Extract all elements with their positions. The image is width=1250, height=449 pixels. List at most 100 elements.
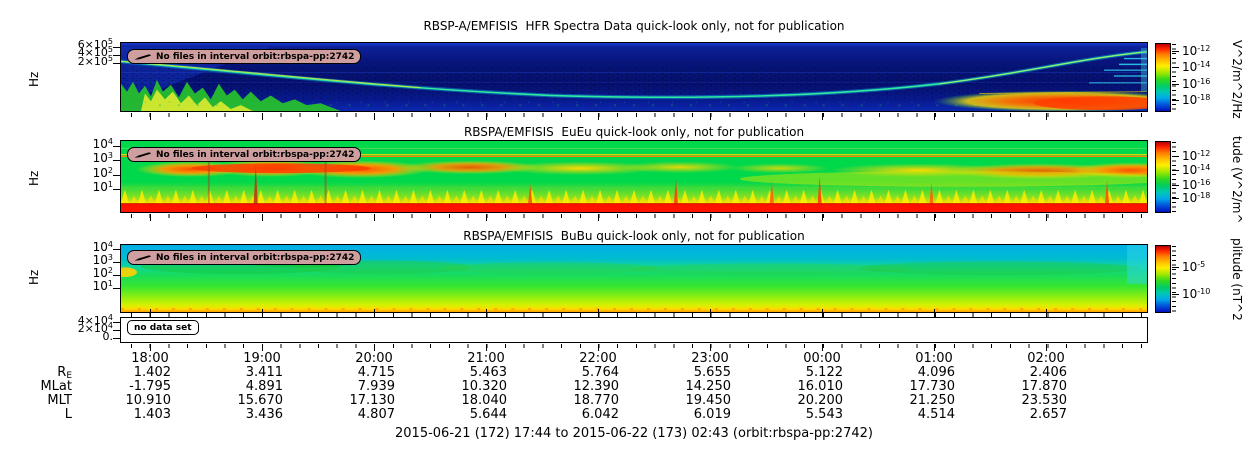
ytick-exp: 3 — [107, 253, 113, 262]
panel1-colorbar-tick: 10-12 — [1182, 44, 1210, 58]
time-tick-label: 00:00 — [803, 351, 841, 366]
pen-icon — [134, 53, 152, 60]
panel2-colorbar-tick-mark — [1172, 156, 1179, 157]
panel1-colorbar-tick-mark — [1172, 84, 1179, 85]
panel2-ytick-1e3: 103 — [34, 151, 113, 165]
panel1-colorbar-tick-mark — [1172, 51, 1179, 52]
panel3-colorbar — [1155, 245, 1171, 313]
cbtick-exp: -12 — [1197, 44, 1211, 53]
panel1-ytick-mark — [113, 55, 120, 56]
ephemeris-value: 5.655 — [693, 365, 731, 380]
time-tick-label: 22:00 — [579, 351, 617, 366]
ephemeris-value: 5.543 — [805, 407, 843, 422]
row-label-base: MLT — [47, 393, 72, 408]
panel2-ytick-mark — [113, 160, 120, 161]
panel2-x-ticks — [120, 214, 1148, 221]
time-tick-label: 02:00 — [1027, 351, 1065, 366]
ytick-base: 10 — [92, 151, 108, 165]
panel3-colorbar-tick: 10-5 — [1182, 260, 1205, 274]
panel1-colorbar-tick-mark — [1172, 100, 1179, 101]
ytick-exp: 1 — [107, 180, 113, 189]
ephemeris-value: 5.463 — [469, 365, 507, 380]
panel1-colorbar — [1155, 43, 1171, 112]
panel1-nofiles-badge-label: No files in interval orbit:rbspa-pp:2742 — [156, 51, 355, 62]
row-label-sub: E — [66, 371, 72, 381]
ephemeris-row-label-re: RE — [8, 365, 72, 381]
panel1-ytick-mark — [113, 63, 120, 64]
ephemeris-row-label-mlt: MLT — [8, 393, 72, 408]
ytick-base: 0. — [102, 330, 114, 343]
cbtick-base: 10 — [1182, 260, 1198, 274]
ephemeris-value: 10.320 — [461, 379, 508, 394]
panel1-colorbar-tick: 10-16 — [1182, 77, 1210, 91]
panel1-colorbar-tick: 10-18 — [1182, 93, 1210, 107]
time-range-caption: 2015-06-21 (172) 17:44 to 2015-06-22 (17… — [395, 426, 873, 441]
panel1-colorbar-unit: V^2/m^2/Hz — [1230, 40, 1244, 119]
ephemeris-row-label-l: L — [8, 407, 72, 422]
time-tick-label: 21:00 — [467, 351, 505, 366]
cbtick-base: 10 — [1182, 163, 1198, 177]
panel3-ytick-mark — [113, 249, 120, 250]
ephemeris-value: 17.870 — [1021, 379, 1068, 394]
panel1-x-ticks — [120, 113, 1148, 120]
panel4-no-data-badge: no data set — [127, 320, 199, 335]
panel4-empty-plot — [120, 317, 1148, 343]
ephemeris-value: 4.514 — [917, 407, 955, 422]
ytick-base: 4×10 — [77, 314, 108, 327]
ephemeris-value: 16.010 — [797, 379, 844, 394]
ephemeris-value: 19.450 — [685, 393, 732, 408]
panel2-colorbar-tick: 10-14 — [1182, 163, 1210, 177]
panel2-y-axis-label: Hz — [27, 170, 41, 186]
panel1-ytick-2e5: 2×105 — [34, 54, 113, 68]
row-label-base: L — [64, 407, 72, 422]
ytick-base: 10 — [92, 253, 108, 267]
ephemeris-value: 2.657 — [1029, 407, 1067, 422]
cbtick-base: 10 — [1182, 44, 1198, 58]
time-tick-label: 19:00 — [243, 351, 281, 366]
panel4-ytick-mark — [113, 330, 120, 331]
time-tick-label: 20:00 — [355, 351, 393, 366]
panel1-ytick-mark — [113, 47, 120, 48]
panel3-colorbar-unit: plitude (nT^2 — [1230, 238, 1244, 321]
ephemeris-value: 4.096 — [917, 365, 955, 380]
cbtick-base: 10 — [1182, 149, 1198, 163]
ephemeris-value: 5.122 — [805, 365, 843, 380]
ytick-base: 2×10 — [77, 322, 108, 335]
panel1-ytick-2e5-exp: 5 — [107, 54, 113, 63]
ytick-base: 10 — [92, 137, 108, 151]
cbtick-exp: -16 — [1197, 77, 1211, 86]
ephemeris-value: 4.891 — [245, 379, 283, 394]
ephemeris-value: 17.130 — [349, 393, 396, 408]
panel3-ytick-1e2: 102 — [34, 266, 113, 280]
panel1-ytick-4e5-base: 4×10 — [77, 46, 108, 59]
row-label-base: R — [57, 365, 67, 380]
panel2-colorbar-tick: 10-16 — [1182, 178, 1210, 192]
ephemeris-value: 2.406 — [1029, 365, 1067, 380]
ytick-base: 10 — [92, 266, 108, 280]
cbtick-exp: -18 — [1197, 191, 1211, 200]
pen-icon — [134, 151, 152, 158]
panel2-ytick-1e4: 104 — [34, 137, 113, 151]
cbtick-base: 10 — [1182, 77, 1198, 91]
panel1-title: RBSP-A/EMFISIS HFR Spectra Data quick-lo… — [423, 19, 845, 33]
ephemeris-value: 6.019 — [693, 407, 731, 422]
panel2-spectrogram — [120, 140, 1148, 213]
panel3-nofiles-badge-label: No files in interval orbit:rbspa-pp:2742 — [156, 252, 355, 263]
panel4-ytick-mark — [113, 338, 120, 339]
panel1-ytick-6e5-base: 6×10 — [77, 38, 108, 51]
panel2-ytick-mark — [113, 175, 120, 176]
ytick-exp: 1 — [107, 279, 113, 288]
ephemeris-value: 12.390 — [573, 379, 620, 394]
row-label-base: MLat — [40, 379, 72, 394]
ephemeris-value: 3.411 — [245, 365, 283, 380]
panel4-x-ticks-top — [120, 309, 1148, 316]
panel2-colorbar-tick-mark — [1172, 185, 1179, 186]
panel2-ytick-1e2: 102 — [34, 166, 113, 180]
panel1-y-axis-label: Hz — [27, 71, 41, 87]
panel3-colorbar-tick: 10-10 — [1182, 287, 1210, 301]
ephemeris-value: 5.644 — [469, 407, 507, 422]
panel3-nofiles-badge: No files in interval orbit:rbspa-pp:2742 — [127, 250, 362, 265]
ytick-base: 10 — [92, 240, 108, 254]
ephemeris-value: 20.200 — [797, 393, 844, 408]
